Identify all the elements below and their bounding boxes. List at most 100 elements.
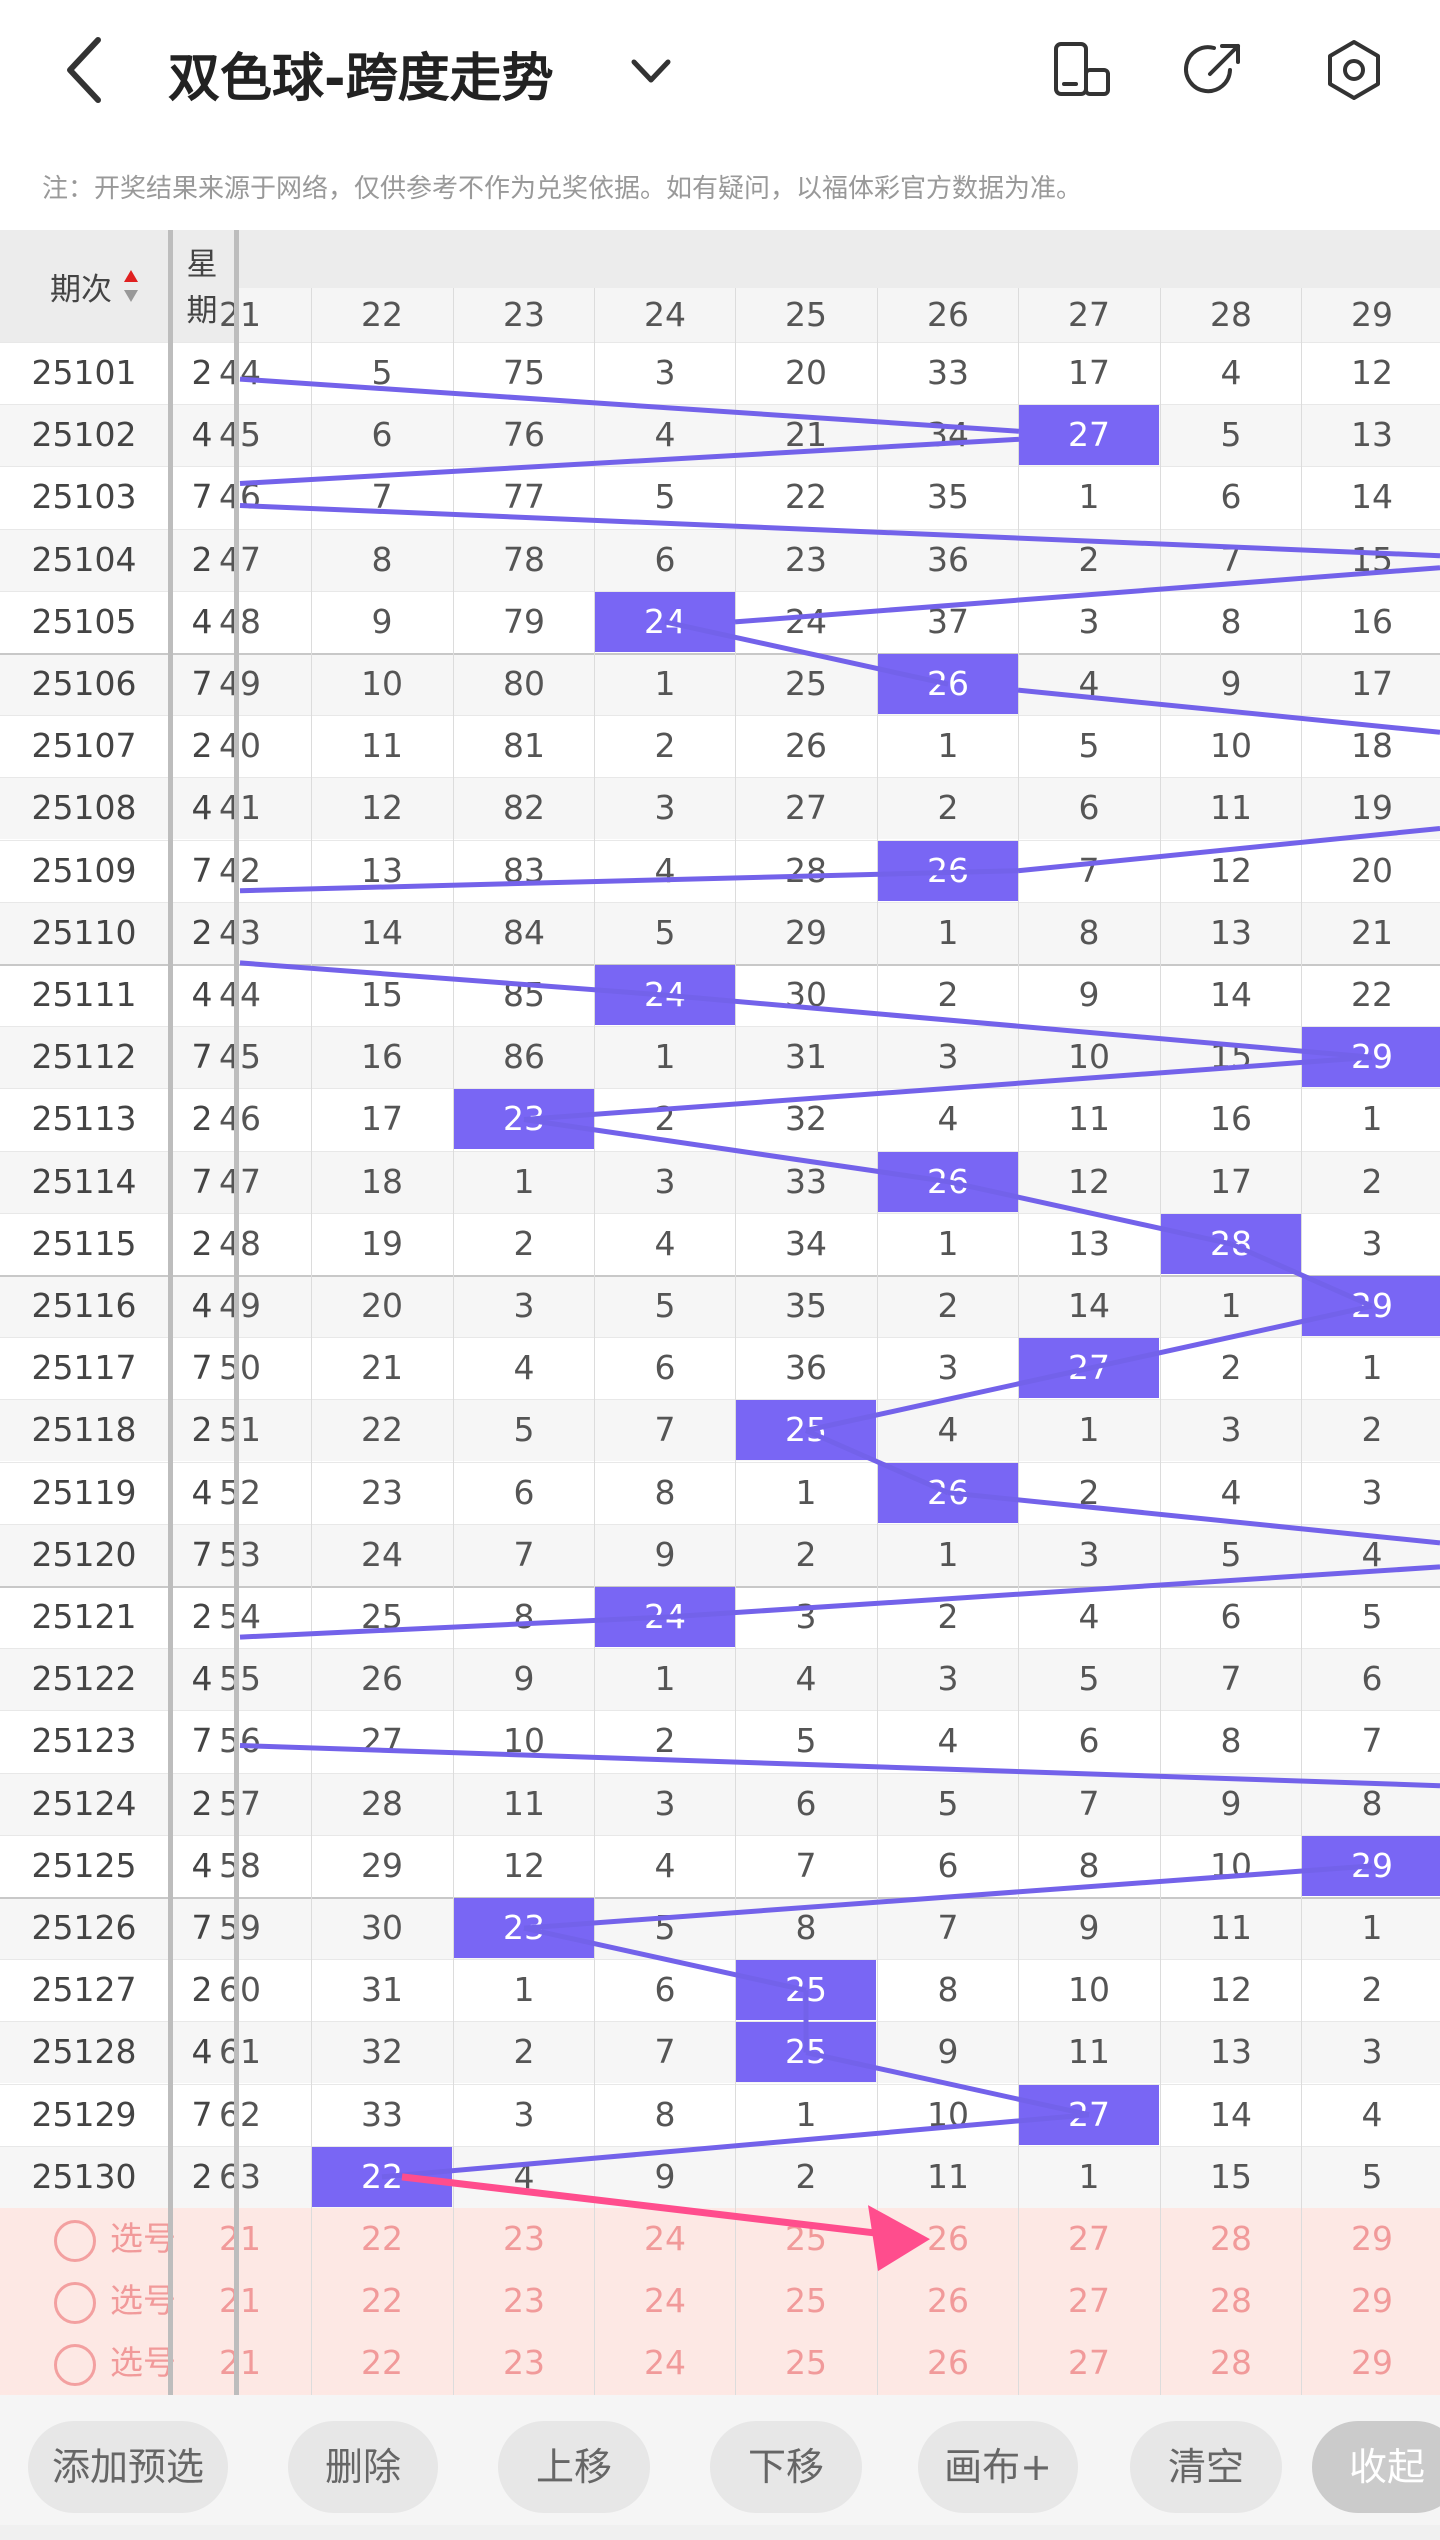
pick-label[interactable]: 选号 (110, 2343, 176, 2383)
pick-number[interactable]: 26 (927, 2343, 969, 2383)
miss-cell: 2 (937, 975, 959, 1014)
pick-label[interactable]: 选号 (110, 2281, 176, 2321)
pick-number[interactable]: 29 (1351, 2281, 1393, 2321)
miss-cell: 5 (1078, 726, 1100, 766)
miss-cell: 82 (503, 788, 545, 828)
miss-cell: 5 (654, 477, 676, 517)
miss-cell: 50 (219, 1348, 261, 1388)
move-down-button[interactable]: 下移 (710, 2421, 862, 2513)
pick-number[interactable]: 22 (361, 2343, 403, 2383)
row-divider (0, 1461, 1440, 1463)
pick-number[interactable]: 26 (927, 2281, 969, 2321)
miss-cell: 19 (361, 1223, 403, 1263)
miss-cell: 33 (927, 353, 969, 392)
row-divider (0, 777, 1440, 779)
miss-cell: 21 (785, 415, 827, 455)
pick-number[interactable]: 21 (219, 2281, 261, 2321)
week-cell: 4 (191, 2032, 213, 2072)
sort-icon[interactable] (122, 268, 140, 304)
week-cell: 2 (191, 539, 213, 579)
miss-cell: 31 (785, 1037, 827, 1077)
pick-number[interactable]: 22 (361, 2281, 403, 2321)
column-divider (311, 288, 312, 2395)
dropdown-chevron-icon[interactable] (626, 50, 676, 94)
pick-number[interactable]: 26 (927, 2219, 969, 2258)
delete-button[interactable]: 删除 (288, 2421, 438, 2513)
pick-number[interactable]: 25 (785, 2343, 827, 2383)
period-cell: 25107 (31, 726, 137, 766)
miss-cell: 4 (654, 1845, 676, 1885)
collapse-button[interactable]: 收起 (1312, 2421, 1440, 2513)
back-icon[interactable] (56, 30, 116, 110)
pick-label[interactable]: 选号 (110, 2219, 176, 2258)
pick-number[interactable]: 27 (1068, 2343, 1110, 2383)
settings-icon[interactable] (1322, 38, 1386, 102)
pick-radio[interactable] (54, 2344, 96, 2387)
week-cell: 2 (191, 353, 213, 392)
device-toggle-icon[interactable] (1050, 38, 1114, 102)
add-preselect-button[interactable]: 添加预选 (28, 2421, 228, 2513)
app-header: 双色球-跨度走势 (0, 0, 1440, 140)
pick-number[interactable]: 28 (1210, 2281, 1252, 2321)
miss-cell: 19 (1351, 788, 1393, 828)
miss-cell: 9 (371, 601, 393, 641)
miss-cell: 36 (927, 539, 969, 579)
pick-radio[interactable] (54, 2282, 96, 2325)
disclaimer-note: 注：开奖结果来源于网络，仅供参考不作为兑奖依据。如有疑问，以福体彩官方数据为准。 (42, 174, 1083, 204)
pick-number[interactable]: 22 (361, 2219, 403, 2258)
miss-cell: 6 (654, 539, 676, 579)
header-band (0, 230, 1440, 288)
share-icon[interactable] (1182, 38, 1246, 102)
row-divider (0, 1275, 1440, 1277)
pick-number[interactable]: 29 (1351, 2219, 1393, 2258)
pick-number[interactable]: 28 (1210, 2343, 1252, 2383)
miss-cell: 2 (513, 1223, 535, 1263)
miss-cell: 17 (1068, 353, 1110, 392)
trend-table[interactable]: 期次 星期 21 22 23 24 25 26 27 28 29 25101 2 44 5 75 3 20 33… (0, 230, 1440, 2395)
miss-cell: 12 (1210, 850, 1252, 890)
pick-number[interactable]: 24 (644, 2219, 686, 2258)
table-row (0, 2145, 1440, 2208)
period-header[interactable]: 期次 (50, 272, 112, 308)
trend-segment (664, 619, 949, 687)
miss-cell: 13 (1351, 415, 1393, 455)
pick-number[interactable]: 23 (503, 2219, 545, 2258)
trend-offscreen-segment (239, 436, 1020, 486)
pick-number[interactable]: 24 (644, 2281, 686, 2321)
miss-cell: 34 (785, 1223, 827, 1263)
miss-cell: 7 (654, 2032, 676, 2072)
hit-highlight (595, 591, 735, 652)
miss-cell: 21 (361, 1348, 403, 1388)
pick-number[interactable]: 23 (503, 2343, 545, 2383)
pick-number[interactable]: 21 (219, 2343, 261, 2383)
column-divider (594, 288, 595, 2395)
period-cell: 25102 (31, 415, 137, 455)
miss-cell: 9 (1078, 1908, 1100, 1947)
miss-cell: 78 (503, 539, 545, 579)
row-divider (0, 342, 1440, 343)
miss-cell: 11 (1210, 788, 1252, 828)
miss-cell: 21 (1351, 912, 1393, 952)
pick-number[interactable]: 25 (785, 2281, 827, 2321)
miss-cell: 4 (513, 1348, 535, 1388)
miss-cell: 2 (1361, 1161, 1383, 1201)
pick-number[interactable]: 24 (644, 2343, 686, 2383)
miss-cell: 6 (1220, 477, 1242, 517)
pick-number[interactable]: 27 (1068, 2219, 1110, 2258)
canvas-plus-button[interactable]: 画布+ (918, 2421, 1078, 2513)
miss-cell: 31 (361, 1970, 403, 2010)
move-up-button[interactable]: 上移 (498, 2421, 650, 2513)
miss-cell: 16 (1210, 1099, 1252, 1139)
trend-offscreen-segment (1017, 687, 1440, 735)
clear-button[interactable]: 清空 (1130, 2421, 1282, 2513)
miss-cell: 63 (219, 2156, 261, 2196)
pick-number[interactable]: 28 (1210, 2219, 1252, 2258)
pick-radio[interactable] (54, 2220, 96, 2262)
trend-offscreen-segment (239, 376, 1020, 434)
week-cell: 7 (191, 1534, 213, 1574)
week-cell: 2 (191, 2156, 213, 2196)
pick-number[interactable]: 21 (219, 2219, 261, 2258)
pick-number[interactable]: 29 (1351, 2343, 1393, 2383)
pick-number[interactable]: 27 (1068, 2281, 1110, 2321)
pick-number[interactable]: 23 (503, 2281, 545, 2321)
